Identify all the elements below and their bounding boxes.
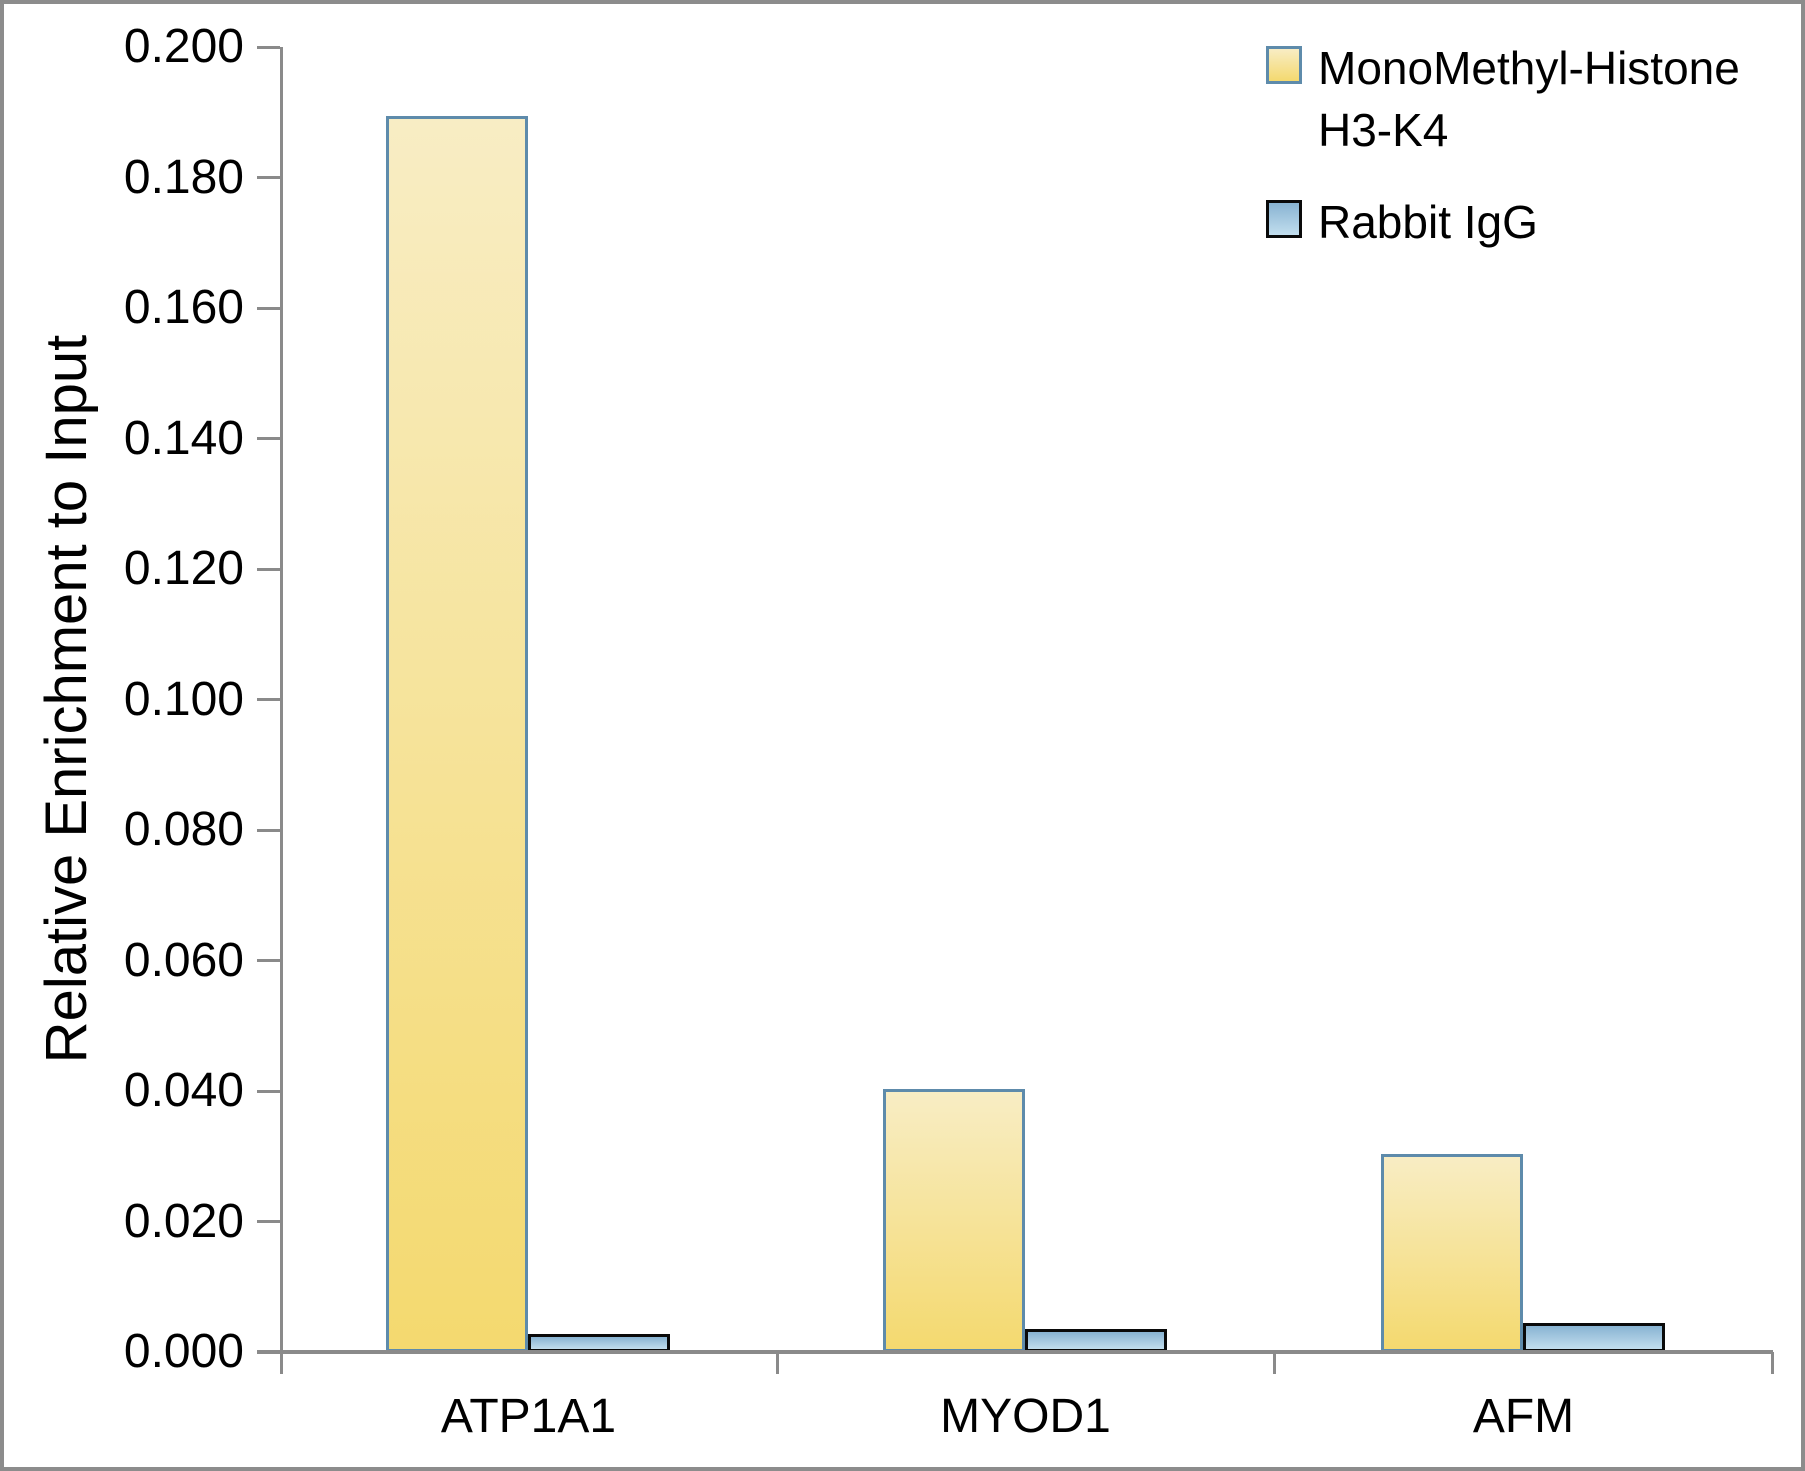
legend-item: MonoMethyl-Histone H3-K4 [1266,37,1786,161]
y-tick-mark [257,437,280,440]
y-tick-label: 0.080 [123,803,244,856]
y-tick-mark [257,1089,280,1093]
y-tick-label: 0.040 [123,1064,244,1117]
bar-myod1-series2 [1025,1329,1167,1352]
y-tick-label: 0.140 [123,411,244,465]
bar-afm-series2 [1523,1323,1665,1352]
y-tick-mark [257,176,280,179]
bar-myod1-series1 [883,1089,1025,1352]
y-tick-mark [257,828,280,832]
legend-swatch-icon [1266,46,1302,84]
legend-item: Rabbit IgG [1266,191,1786,253]
legend-label: MonoMethyl-Histone H3-K4 [1318,42,1740,156]
y-tick-mark [257,959,280,962]
legend-swatch-icon [1266,200,1302,238]
y-tick-label: 0.100 [123,672,244,726]
y-tick-label: 0.180 [123,150,244,204]
x-tick-mark [775,1352,779,1374]
x-tick-mark [1273,1352,1277,1374]
x-axis-line [257,1350,1773,1354]
y-tick-label: 0.060 [123,933,244,987]
x-tick-mark [1770,1352,1774,1374]
legend-label: Rabbit IgG [1318,196,1538,248]
y-tick-label: 0.020 [123,1194,244,1248]
y-tick-mark [257,698,280,701]
y-tick-mark [257,45,280,49]
y-tick-label: 0.120 [123,542,244,595]
y-axis-below-tick [280,1352,283,1374]
bar-atp1a1-series1 [386,116,528,1352]
x-axis-label-myod1: MYOD1 [940,1390,1111,1443]
y-tick-label: 0.000 [123,1325,244,1378]
y-axis-line [280,47,283,1374]
y-tick-mark [257,1220,280,1223]
y-tick-mark [257,567,280,571]
y-tick-label: 0.160 [123,281,244,334]
x-axis-label-afm: AFM [1472,1390,1575,1443]
bar-afm-series1 [1381,1154,1523,1352]
legend: MonoMethyl-Histone H3-K4 Rabbit IgG [1266,37,1786,253]
y-tick-label: 0.200 [123,20,244,73]
y-tick-mark [257,306,280,310]
x-axis-label-atp1a1: ATP1A1 [440,1390,617,1443]
